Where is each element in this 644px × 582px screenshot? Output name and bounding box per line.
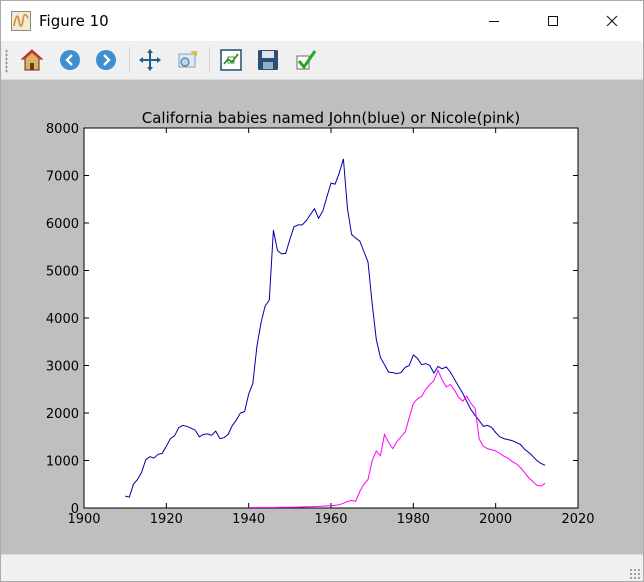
matplotlib-figure-icon xyxy=(11,11,31,31)
maximize-button[interactable] xyxy=(530,1,576,41)
subplots-button[interactable] xyxy=(216,45,246,75)
back-arrow-icon xyxy=(60,50,80,70)
series-line-john xyxy=(125,158,546,498)
toolbar-grip[interactable] xyxy=(5,49,8,73)
home-button[interactable] xyxy=(17,45,47,75)
x-tick-label: 1940 xyxy=(232,512,265,527)
navigation-toolbar xyxy=(1,41,643,80)
minimize-icon xyxy=(489,21,499,22)
zoom-rectangle-icon xyxy=(178,51,197,68)
figure-canvas[interactable]: California babies named John(blue) or Ni… xyxy=(1,80,643,554)
y-tick-label: 6000 xyxy=(46,217,79,232)
edit-checkmark-icon xyxy=(296,50,317,70)
configure-subplots-icon xyxy=(220,49,242,71)
line-chart: California babies named John(blue) or Ni… xyxy=(46,109,595,527)
pan-button[interactable] xyxy=(135,45,165,75)
resize-grip[interactable] xyxy=(629,568,641,580)
toolbar-separator xyxy=(209,47,210,73)
x-tick-label: 1920 xyxy=(150,512,183,527)
x-tick-label: 1900 xyxy=(67,512,100,527)
save-button[interactable] xyxy=(253,45,283,75)
y-tick-label: 8000 xyxy=(46,122,79,137)
x-tick-label: 2000 xyxy=(479,512,512,527)
x-tick-label: 1960 xyxy=(314,512,347,527)
title-bar[interactable]: Figure 10 xyxy=(1,1,643,41)
minimize-button[interactable] xyxy=(471,1,517,41)
y-tick-label: 0 xyxy=(71,502,79,517)
close-icon xyxy=(606,15,618,27)
chart-title: California babies named John(blue) or Ni… xyxy=(142,109,520,127)
window-title: Figure 10 xyxy=(39,12,109,30)
series-lines xyxy=(125,158,546,508)
forward-button[interactable] xyxy=(91,45,121,75)
pan-move-icon xyxy=(139,49,161,71)
y-tick-label: 7000 xyxy=(46,170,79,185)
plot-area xyxy=(83,127,579,509)
y-tick-label: 4000 xyxy=(46,312,79,327)
x-tick-label: 1980 xyxy=(397,512,430,527)
y-tick-label: 1000 xyxy=(46,455,79,470)
maximize-icon xyxy=(548,16,558,26)
y-tick-label: 5000 xyxy=(46,265,79,280)
series-line-nicole xyxy=(248,368,546,508)
y-tick-label: 3000 xyxy=(46,360,79,375)
axis-ticks: 1900 1920 1940 1960 1980 2000 2020 0 1000 2000 300… xyxy=(46,122,595,527)
zoom-button[interactable] xyxy=(173,45,203,75)
x-tick-label: 2020 xyxy=(561,512,594,527)
save-floppy-icon xyxy=(258,50,278,70)
y-tick-label: 2000 xyxy=(46,407,79,422)
forward-arrow-icon xyxy=(96,50,116,70)
back-button[interactable] xyxy=(55,45,85,75)
status-bar xyxy=(1,554,643,581)
home-icon xyxy=(20,49,44,71)
toolbar-separator xyxy=(129,47,130,73)
edit-button[interactable] xyxy=(291,45,321,75)
close-button[interactable] xyxy=(589,1,635,41)
